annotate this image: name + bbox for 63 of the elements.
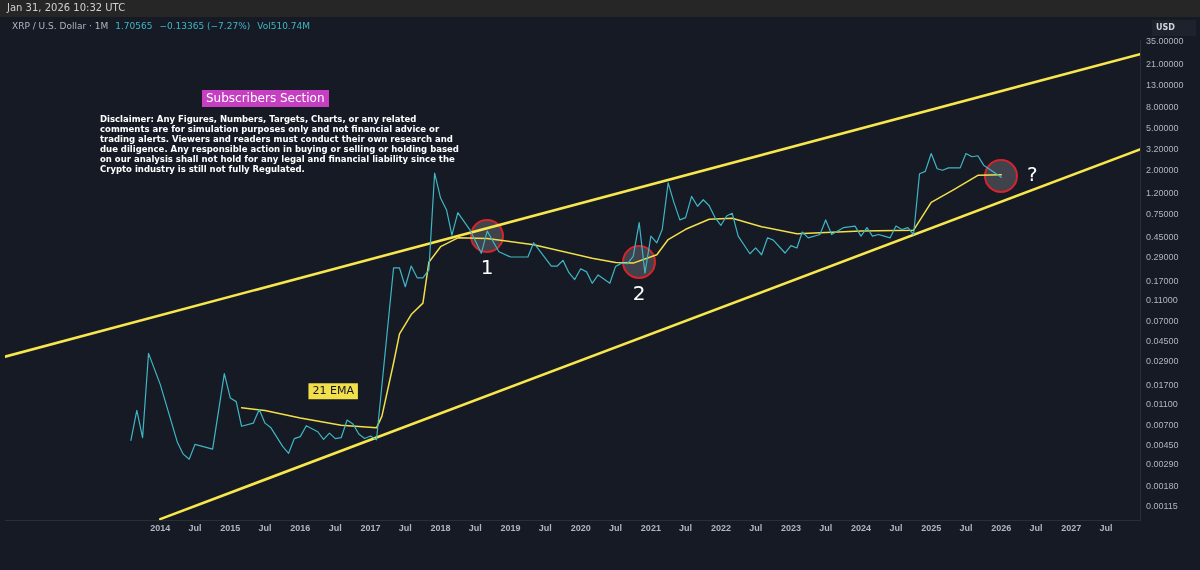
- y-axis-title: USD: [1152, 20, 1196, 36]
- text: 1.70565: [115, 21, 153, 31]
- y-tick-label: 0.00700: [1146, 419, 1179, 430]
- x-tick-label: 2019: [500, 523, 521, 534]
- y-tick-label: 0.01700: [1146, 379, 1179, 390]
- y-tick-label: 8.00000: [1146, 102, 1179, 113]
- x-tick-label: 2024: [850, 523, 872, 534]
- x-tick-label: 2026: [991, 523, 1012, 534]
- x-tick-label: Jul: [679, 523, 693, 534]
- y-tick-label: 0.45000: [1146, 232, 1179, 242]
- x-tick-label: 2025: [921, 523, 942, 534]
- y-tick-label: 0.75000: [1146, 208, 1179, 219]
- annotation: 1: [480, 254, 494, 279]
- y-tick-label: 3.20000: [1146, 143, 1179, 154]
- x-tick-label: Jul: [398, 523, 412, 534]
- y-tick-label: 0.17000: [1146, 275, 1179, 286]
- x-tick-label: Jul: [258, 523, 272, 534]
- y-tick-label: 0.04500: [1146, 335, 1179, 346]
- chart-title: XRP / U.S. Dollar · 1M: [12, 21, 109, 31]
- x-tick-label: Jul: [959, 523, 973, 534]
- annotation: Subscribers Section: [202, 90, 329, 107]
- y-tick-label: 0.00115: [1146, 501, 1178, 512]
- x-tick-label: Jul: [609, 523, 623, 534]
- text: Jan 31, 2026 10:32 UTC: [7, 2, 126, 13]
- x-tick-label: 2022: [710, 523, 731, 534]
- y-tick-label: 5.00000: [1146, 123, 1179, 134]
- x-tick-label: 2016: [290, 523, 311, 534]
- x-tick-label: 2014: [150, 523, 171, 534]
- x-tick-label: 2020: [570, 523, 591, 534]
- x-tick-label: Jul: [819, 523, 833, 534]
- x-tick-label: 2021: [640, 523, 661, 534]
- y-tick-label: 35.00000: [1146, 35, 1184, 46]
- y-tick-label: 0.29000: [1146, 251, 1179, 262]
- x-tick-label: Jul: [538, 523, 552, 534]
- y-tick-label: 0.11000: [1146, 295, 1178, 306]
- text: −0.13365 (−7.27%): [159, 21, 251, 31]
- x-tick-label: Jul: [188, 523, 202, 534]
- x-tick-label: Jul: [328, 523, 342, 534]
- x-tick-label: Jul: [749, 523, 763, 534]
- y-tick-label: 0.01100: [1146, 399, 1178, 410]
- y-tick-label: 0.00450: [1146, 439, 1179, 450]
- x-tick-label: Jul: [889, 523, 903, 534]
- text: Vol510.74M: [257, 21, 310, 31]
- x-tick-label: Jul: [468, 523, 482, 534]
- annotation: 2: [632, 281, 646, 306]
- x-tick-label: 2018: [430, 523, 451, 534]
- x-tick-label: 2023: [780, 523, 801, 534]
- annotation: ?: [1026, 162, 1038, 187]
- y-tick-label: 13.00000: [1146, 80, 1184, 91]
- y-tick-label: 1.20000: [1146, 187, 1179, 198]
- x-tick-label: Jul: [1099, 523, 1113, 534]
- y-tick-label: 21.00000: [1146, 58, 1184, 69]
- x-tick-label: 2017: [360, 523, 381, 534]
- x-tick-label: 2015: [220, 523, 241, 534]
- x-tick-label: Jul: [1029, 523, 1043, 534]
- y-tick-label: 0.00180: [1146, 480, 1179, 491]
- y-tick-label: 0.02900: [1146, 355, 1179, 366]
- annotation: Disclaimer: Any Figures, Numbers, Targets, Charts, or any related comments are for simulation purposes only and not financial advice or trading alerts. Viewers and readers must conduct their own research and due diligence. Any responsible action in buying or selling or holding based on our analysis shall not hold for any legal and financial liability since the Crypto industry is still not fully Regulated.: [100, 114, 460, 174]
- y-tick-label: 2.00000: [1146, 164, 1179, 175]
- text: 21 EMA: [312, 384, 355, 398]
- y-tick-label: 0.00290: [1146, 459, 1179, 470]
- x-tick-label: 2027: [1061, 523, 1082, 534]
- y-tick-label: 0.07000: [1146, 315, 1179, 326]
